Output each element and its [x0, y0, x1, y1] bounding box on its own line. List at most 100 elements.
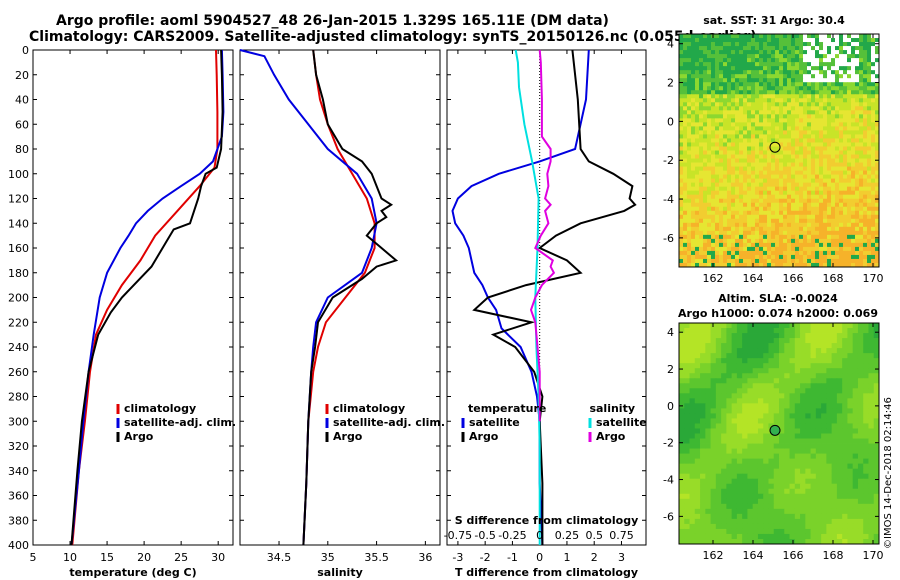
alt-map-cell: [752, 428, 759, 434]
alt-map-cell: [815, 428, 822, 434]
alt-map-cell: [773, 523, 780, 530]
alt-map-cell: [784, 353, 790, 359]
sst-map-cell: [771, 106, 776, 111]
sst-map-cell: [715, 74, 720, 79]
sst-map-cell: [711, 114, 716, 119]
sst-map-cell: [855, 162, 860, 167]
sst-map-cell: [783, 254, 788, 260]
sst-map-cell: [719, 126, 724, 131]
sst-map-cell: [839, 202, 844, 208]
alt-map-cell: [721, 353, 727, 359]
sst-map-cell: [775, 138, 780, 143]
sst-map-cell: [835, 46, 840, 51]
alt-map-cell: [847, 408, 854, 414]
sst-map-cell: [743, 146, 748, 151]
sst-map-cell: [875, 54, 880, 59]
sst-map-cell: [747, 246, 752, 252]
sst-map-cell: [867, 62, 872, 67]
sst-map-cell: [839, 46, 844, 51]
sst-map-cell: [751, 158, 756, 163]
alt-map-cell: [863, 508, 869, 515]
sst-map-cell: [719, 146, 724, 151]
sst-map-cell: [851, 182, 856, 188]
alt-map-cell: [873, 383, 880, 389]
sst-map-cell: [683, 90, 688, 95]
alt-map-cell: [679, 473, 685, 480]
alt-map-cell: [873, 463, 880, 470]
alt-map-cell: [705, 348, 711, 354]
alt-map-cell: [731, 488, 738, 495]
alt-map-cell: [852, 498, 859, 505]
sst-map-cell: [695, 162, 700, 167]
sst-map-cell: [763, 66, 768, 71]
alt-map-cell: [715, 328, 722, 334]
sst-map-cell: [783, 246, 788, 252]
sst-map-cell: [871, 242, 876, 248]
sst-map-cell: [783, 242, 788, 248]
alt-map-cell: [826, 533, 833, 540]
sst-map-cell: [771, 218, 776, 224]
alt-map-cell: [810, 503, 817, 510]
sst-map-cell: [731, 114, 736, 119]
sst-map-cell: [827, 258, 832, 264]
alt-map-cell: [836, 353, 843, 359]
sst-map-cell: [791, 62, 796, 67]
alt-map-cell: [700, 488, 706, 495]
sst-map-cell: [863, 62, 868, 67]
sst-map-cell: [723, 118, 728, 123]
sst-map-cell: [747, 58, 752, 63]
sst-map-cell: [827, 114, 832, 119]
sst-map-cell: [723, 178, 728, 184]
alt-map-cell: [800, 533, 806, 540]
sst-map-cell: [827, 106, 832, 111]
alt-map-cell: [821, 343, 827, 349]
sst-map-cell: [731, 62, 736, 67]
sst-map-cell: [859, 238, 864, 244]
alt-map-cell: [752, 463, 759, 470]
sst-map-cell: [775, 106, 780, 111]
sst-map-cell: [759, 122, 764, 127]
alt-map-cell: [842, 398, 848, 404]
sst-map-cell: [851, 54, 856, 59]
sst-map-cell: [819, 86, 824, 91]
alt-map-cell: [689, 418, 696, 424]
sst-map-cell: [755, 134, 760, 139]
sst-map-cell: [823, 230, 828, 236]
sst-map-cell: [851, 98, 856, 103]
sst-map-cell: [743, 202, 748, 208]
alt-map-cell: [684, 353, 690, 359]
sst-map-cell: [723, 198, 728, 204]
sst-map-cell: [859, 230, 864, 236]
alt-map-cell: [800, 528, 806, 535]
alt-map-cell: [736, 353, 743, 359]
alt-map-cell: [836, 408, 843, 414]
sst-map-cell: [871, 246, 876, 252]
sst-map-cell: [763, 206, 768, 212]
sst-map-cell: [823, 262, 828, 268]
sst-map-cell: [875, 138, 880, 143]
sst-map-cell: [723, 202, 728, 208]
sst-map-cell: [787, 130, 792, 135]
sst-map-cell: [759, 222, 764, 228]
alt-map-cell: [810, 383, 817, 389]
sst-map-cell: [827, 198, 832, 204]
sst-map-cell: [715, 82, 720, 87]
alt-map-cell: [868, 503, 875, 510]
sst-map-cell: [863, 86, 868, 91]
sst-map-cell: [723, 246, 728, 252]
alt-map-cell: [742, 333, 748, 339]
sst-map-cell: [831, 46, 836, 51]
alt-map-cell: [810, 523, 817, 530]
sst-map-cell: [855, 94, 860, 99]
map-y-tick-label: -4: [663, 193, 674, 206]
sst-map-cell: [827, 42, 832, 47]
sst-map-cell: [727, 190, 732, 196]
sst-map-cell: [723, 90, 728, 95]
sst-map-cell: [751, 226, 756, 232]
sst-map-cell: [843, 34, 848, 39]
sst-map-cell: [771, 98, 776, 103]
sst-map-cell: [751, 102, 756, 107]
sst-map-cell: [707, 138, 712, 143]
sst-map-cell: [743, 74, 748, 79]
sst-map-cell: [795, 142, 800, 147]
